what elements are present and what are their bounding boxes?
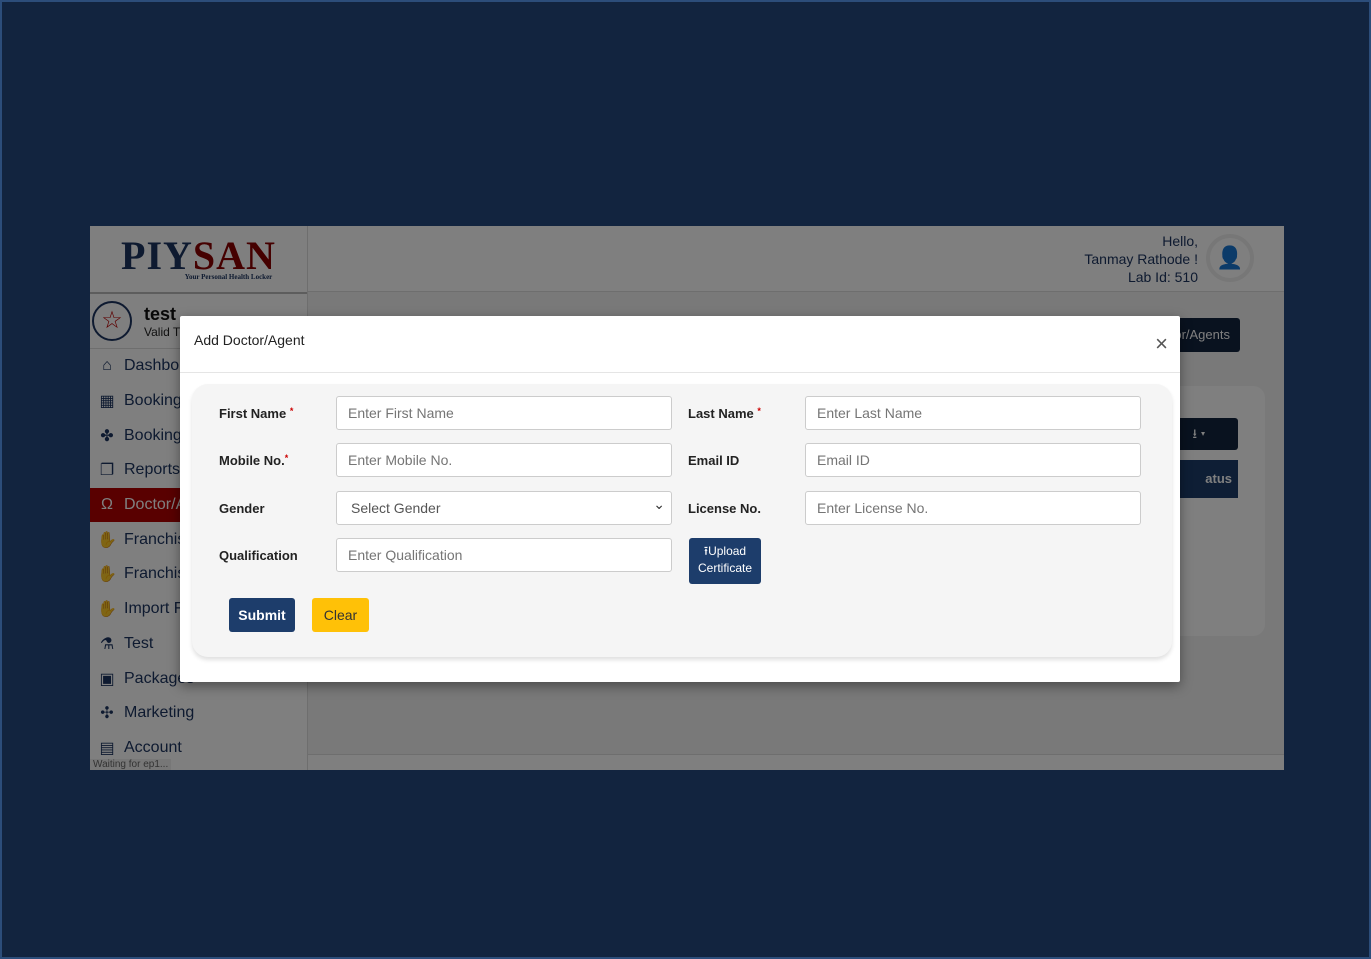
last-name-input[interactable]: [805, 396, 1141, 430]
first-name-label: First Name *: [219, 406, 294, 421]
submit-button[interactable]: Submit: [229, 598, 295, 632]
gender-select[interactable]: Select Gender: [336, 488, 672, 525]
license-input[interactable]: [805, 491, 1141, 525]
qualification-input[interactable]: [336, 538, 672, 572]
email-label: Email ID: [688, 453, 740, 468]
first-name-input[interactable]: [336, 396, 672, 430]
gender-label: Gender: [219, 501, 265, 516]
license-label: License No.: [688, 501, 761, 516]
upload-icon: ⭱: [703, 544, 709, 558]
qualification-label: Qualification: [219, 548, 298, 563]
form-card: First Name * Last Name * Mobile No.* Ema…: [192, 384, 1172, 657]
add-doctor-modal: Add Doctor/Agent × First Name * Last Nam…: [180, 316, 1180, 682]
close-icon[interactable]: ×: [1155, 331, 1168, 356]
email-input[interactable]: [805, 443, 1141, 477]
mobile-label: Mobile No.*: [219, 453, 289, 468]
gender-selected: Select Gender: [351, 500, 441, 516]
clear-button[interactable]: Clear: [312, 598, 369, 632]
upload-certificate-button[interactable]: ⭱Upload Certificate: [689, 538, 761, 584]
last-name-label: Last Name *: [688, 406, 761, 421]
mobile-input[interactable]: [336, 443, 672, 477]
modal-title: Add Doctor/Agent: [194, 332, 305, 348]
